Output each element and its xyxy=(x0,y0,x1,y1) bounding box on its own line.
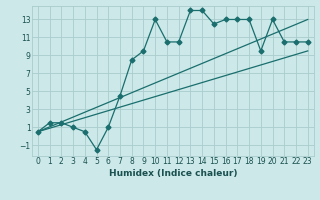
X-axis label: Humidex (Indice chaleur): Humidex (Indice chaleur) xyxy=(108,169,237,178)
